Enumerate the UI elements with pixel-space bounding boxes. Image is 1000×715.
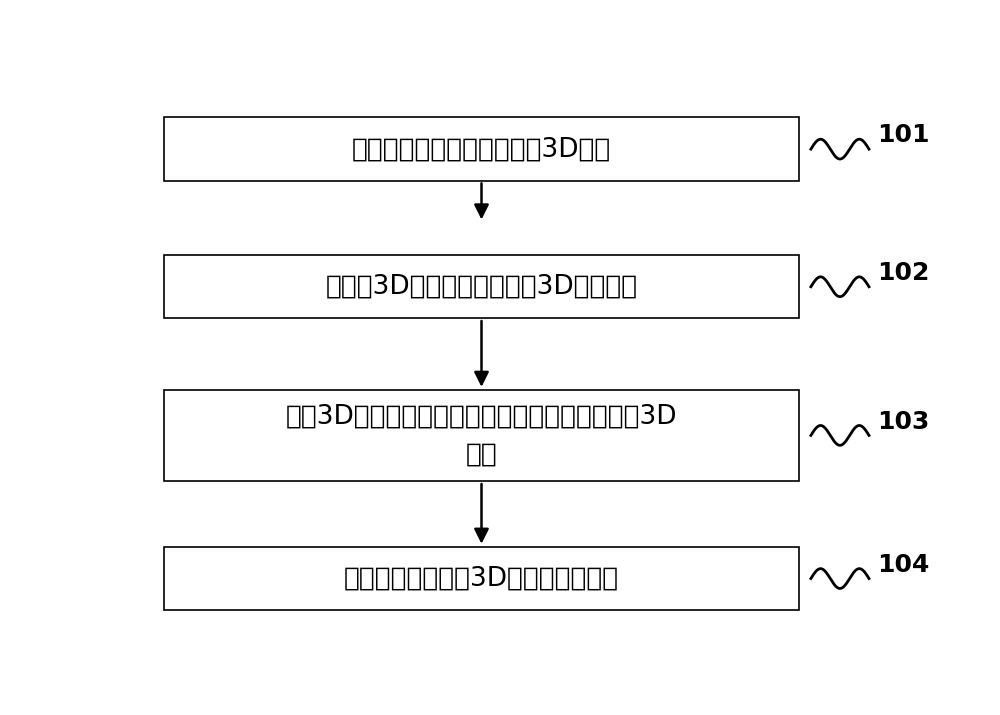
FancyBboxPatch shape (164, 390, 799, 480)
Text: 根据3D表情数据识别与用户当前表情对应的目标3D
表情: 根据3D表情数据识别与用户当前表情对应的目标3D 表情 (286, 403, 677, 468)
Text: 103: 103 (877, 410, 929, 433)
Text: 基于结构光获取用户的人脸3D模型: 基于结构光获取用户的人脸3D模型 (352, 136, 611, 162)
FancyBboxPatch shape (164, 255, 799, 318)
FancyBboxPatch shape (164, 117, 799, 181)
Text: 在终端上显示目标3D表情匹配的内容: 在终端上显示目标3D表情匹配的内容 (344, 566, 619, 591)
Text: 102: 102 (877, 261, 929, 285)
Text: 104: 104 (877, 553, 929, 577)
Text: 从人脸3D模型中提取用户的3D表情数据: 从人脸3D模型中提取用户的3D表情数据 (325, 274, 638, 300)
Text: 101: 101 (877, 124, 929, 147)
FancyBboxPatch shape (164, 547, 799, 610)
